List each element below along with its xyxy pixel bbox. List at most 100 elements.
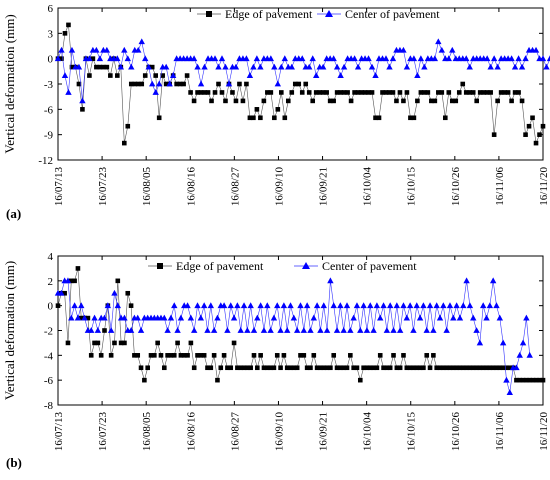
data-point-square [271, 365, 277, 371]
legend-marker-square [157, 263, 163, 269]
data-point-triangle [522, 55, 529, 62]
data-point-square [505, 90, 511, 95]
data-point-triangle [96, 55, 104, 62]
data-point-square [188, 90, 193, 95]
data-point-triangle [270, 314, 278, 321]
data-point-square [181, 353, 187, 358]
data-point-triangle [81, 314, 88, 321]
data-point-square [391, 353, 396, 358]
data-point-square [68, 278, 74, 284]
data-point-triangle [373, 302, 381, 309]
data-point-square [156, 115, 162, 121]
data-point-triangle [124, 55, 131, 62]
data-point-square [254, 107, 260, 112]
data-point-square [401, 98, 406, 104]
data-point-square [424, 353, 430, 358]
data-point-square [456, 90, 462, 95]
data-point-square [198, 353, 204, 358]
data-point-square [149, 64, 155, 70]
data-point-triangle [438, 46, 446, 53]
data-point-triangle [71, 302, 78, 309]
data-point-square [155, 340, 160, 346]
data-point-square [464, 365, 469, 371]
data-point-triangle [327, 277, 334, 284]
data-point-square [245, 365, 250, 371]
data-point-square [72, 278, 77, 284]
data-point-triangle [382, 55, 390, 62]
data-point-triangle [121, 46, 128, 53]
data-point-triangle [201, 63, 208, 70]
data-point-triangle [487, 63, 494, 70]
data-point-triangle [164, 327, 171, 333]
data-point-triangle [490, 55, 498, 62]
data-point-triangle [303, 302, 311, 309]
data-point-triangle [207, 302, 215, 309]
data-point-triangle [121, 314, 128, 321]
y-tick-label: -8 [44, 400, 54, 412]
data-point-square [470, 365, 476, 371]
data-point-triangle [281, 55, 288, 62]
data-point-square [209, 98, 214, 104]
data-point-square [341, 90, 347, 95]
x-tick-label: 16/11/06 [494, 167, 506, 206]
data-point-square [447, 365, 453, 371]
data-point-square [284, 365, 290, 371]
data-point-square [454, 365, 459, 371]
y-tick-label: -6 [44, 104, 54, 116]
data-point-square [357, 377, 363, 383]
data-point-square [341, 365, 346, 371]
data-point-square [519, 98, 525, 104]
data-point-square [268, 90, 274, 95]
data-point-square [463, 90, 469, 95]
legend-label: Center of pavement [345, 7, 440, 21]
legend-marker-triangle [325, 10, 333, 17]
data-point-triangle [309, 55, 316, 62]
data-point-triangle [494, 63, 501, 70]
data-point-triangle [313, 302, 321, 309]
data-point-square [331, 353, 337, 358]
data-point-triangle [117, 63, 125, 70]
data-point-triangle [75, 63, 83, 70]
x-tick-label: 16/08/16 [185, 412, 197, 452]
data-point-triangle [423, 327, 430, 333]
data-point-square [118, 340, 124, 346]
data-point-square [348, 98, 354, 104]
data-point-triangle [417, 55, 425, 62]
data-point-square [488, 90, 493, 95]
data-point-square [530, 377, 536, 383]
data-point-triangle [403, 63, 411, 70]
data-point-triangle [234, 302, 241, 309]
data-point-square [138, 365, 144, 371]
data-point-square [298, 353, 303, 358]
data-point-square [443, 115, 448, 121]
data-point-square [219, 90, 225, 95]
data-point-square [490, 365, 496, 371]
data-point-triangle [171, 302, 178, 309]
x-tick-label: 16/08/27 [229, 167, 241, 207]
data-point-triangle [453, 302, 460, 309]
series-line [57, 268, 543, 382]
data-point-square [470, 90, 476, 95]
data-point-triangle [287, 302, 294, 309]
data-point-triangle [104, 302, 112, 309]
data-point-triangle [232, 63, 240, 70]
data-point-square [327, 98, 333, 104]
data-point-triangle [250, 63, 257, 70]
data-point-square [334, 90, 340, 95]
data-point-square [275, 107, 281, 112]
data-point-square [125, 290, 131, 296]
data-point-triangle [184, 302, 191, 309]
data-point-triangle [319, 63, 327, 70]
data-point-square [248, 365, 253, 371]
data-point-square [188, 340, 194, 346]
data-point-square [160, 73, 165, 78]
data-point-square [191, 98, 197, 104]
data-point-triangle [320, 302, 327, 309]
x-tick-label: 16/09/10 [273, 167, 285, 207]
data-point-triangle [340, 63, 348, 70]
data-point-square [163, 81, 169, 87]
data-point-square [359, 90, 364, 95]
x-tick-label: 16/10/26 [450, 167, 462, 207]
data-point-triangle [134, 314, 141, 321]
data-point-triangle [350, 314, 357, 321]
